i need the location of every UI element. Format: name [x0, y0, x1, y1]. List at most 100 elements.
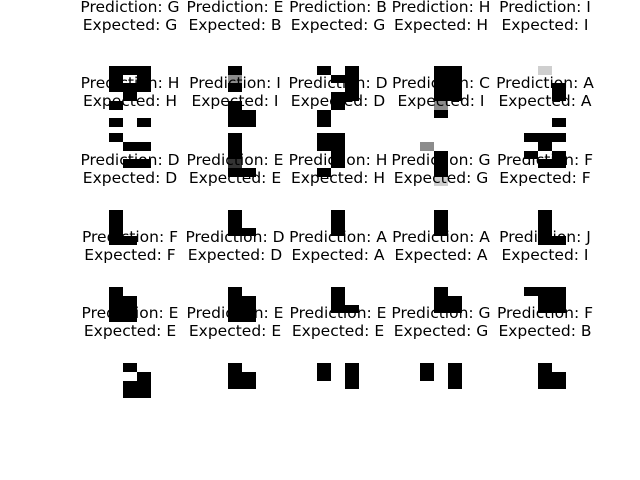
pixel: [95, 65, 109, 75]
pixel: [566, 424, 580, 433]
expected-label: Expected: E: [188, 321, 282, 340]
panel-title: Prediction: B Expected: G: [246, 0, 430, 34]
pixel: [303, 398, 317, 407]
pixel: [228, 322, 242, 331]
pixel: [566, 109, 580, 119]
pixel: [200, 253, 214, 263]
pixel: [137, 141, 151, 151]
pixel: [228, 363, 242, 372]
pixel: [137, 253, 151, 263]
pixel: [434, 348, 448, 357]
pixel: [434, 236, 448, 245]
pixel: [420, 348, 434, 357]
pixel: [345, 236, 359, 245]
pixel: [538, 118, 552, 127]
pixel: [151, 287, 165, 296]
pixel: [109, 424, 123, 433]
pixel: [406, 424, 420, 433]
pixel: [228, 330, 242, 340]
pixel: [214, 348, 228, 357]
pixel: [462, 109, 476, 119]
pixel: [228, 74, 242, 84]
pixel: [420, 83, 434, 92]
pixel: [462, 304, 476, 314]
pixel: [462, 406, 476, 416]
pixel: [552, 236, 566, 245]
pixel: [510, 415, 524, 425]
pixel: [109, 185, 123, 195]
pixel: [462, 330, 476, 340]
pixel: [359, 57, 373, 66]
pixel: [359, 176, 373, 186]
pixel: [200, 363, 214, 372]
pixel: [359, 100, 373, 110]
pixel: [566, 133, 580, 142]
prediction-label: Prediction: G: [391, 304, 491, 322]
pixel: [345, 65, 359, 75]
pixel: [434, 150, 448, 160]
pixel: [228, 100, 242, 110]
pixel: [317, 227, 331, 237]
pixel: [137, 415, 151, 425]
digit-image: [95, 210, 165, 280]
pixel: [331, 322, 345, 331]
pixel: [510, 424, 524, 433]
pixel: [524, 363, 538, 372]
pixel: [420, 330, 434, 340]
pixel: [123, 363, 137, 372]
pixel: [448, 330, 462, 340]
pixel: [109, 287, 123, 296]
pixel: [552, 227, 566, 237]
pixel: [434, 253, 448, 263]
pixel: [242, 363, 256, 372]
pixel: [109, 322, 123, 331]
pixel: [566, 371, 580, 381]
pixel: [109, 304, 123, 314]
pixel: [524, 176, 538, 186]
pixel: [331, 415, 345, 425]
digit-image: [200, 57, 270, 127]
pixel: [256, 348, 270, 357]
pixel: [566, 74, 580, 84]
pixel: [420, 415, 434, 425]
pixel: [552, 194, 566, 203]
pixel: [331, 330, 345, 340]
pixel: [510, 141, 524, 151]
pixel: [137, 271, 151, 280]
expected-label: Expected: E: [188, 168, 282, 187]
pixel: [566, 194, 580, 203]
pixel: [434, 218, 448, 228]
pixel: [524, 218, 538, 228]
pixel: [448, 262, 462, 272]
pixel: [420, 218, 434, 228]
expected-label: Expected: H: [393, 15, 489, 34]
pixel: [123, 371, 137, 381]
pixel: [123, 83, 137, 92]
pixel: [242, 389, 256, 398]
pixel: [552, 83, 566, 92]
pixel: [524, 74, 538, 84]
pixel: [566, 159, 580, 168]
pixel: [228, 57, 242, 66]
pixel: [448, 227, 462, 237]
pixel: [510, 194, 524, 203]
pixel: [538, 194, 552, 203]
pixel: [95, 348, 109, 357]
pixel: [538, 313, 552, 322]
prediction-label: Prediction: G: [391, 151, 491, 169]
pixel: [434, 322, 448, 331]
pixel: [359, 406, 373, 416]
pixel: [510, 150, 524, 160]
pixel: [317, 133, 331, 142]
pixel: [109, 65, 123, 75]
pixel: [137, 109, 151, 119]
pixel: [109, 141, 123, 151]
pixel: [566, 218, 580, 228]
pixel: [420, 313, 434, 322]
pixel: [95, 371, 109, 381]
pixel: [434, 176, 448, 186]
pixel: [200, 389, 214, 398]
pixel: [462, 398, 476, 407]
expected-label: Expected: E: [291, 321, 385, 340]
pixel: [552, 65, 566, 75]
